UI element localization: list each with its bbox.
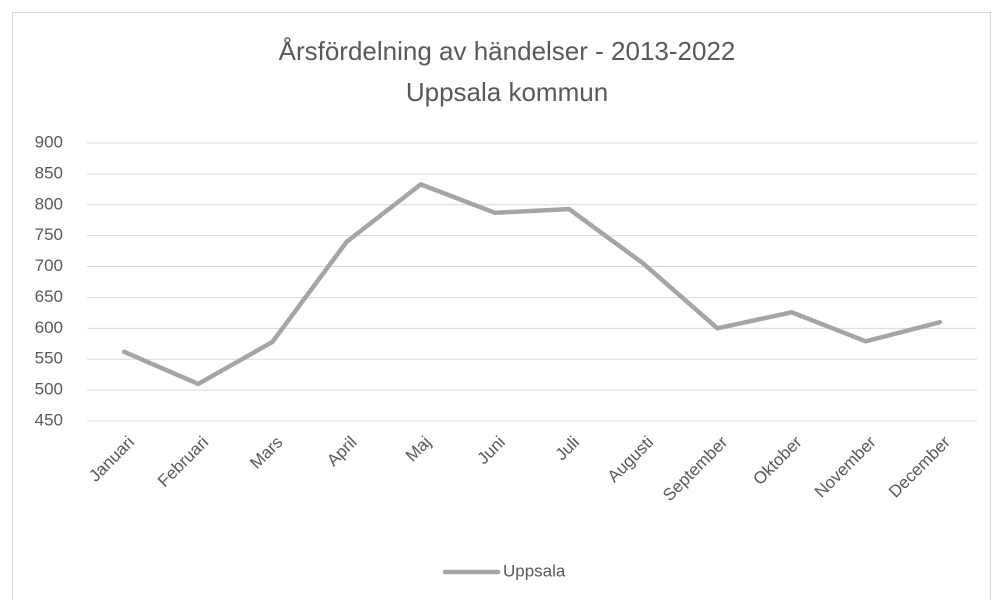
chart-frame xyxy=(12,12,991,600)
y-tick-label: 850 xyxy=(35,163,63,182)
y-tick-label: 900 xyxy=(35,132,63,151)
y-tick-label: 500 xyxy=(35,380,63,399)
chart-subtitle: Uppsala kommun xyxy=(406,77,608,107)
y-tick-label: 600 xyxy=(35,318,63,337)
y-tick-label: 800 xyxy=(35,194,63,213)
y-tick-label: 550 xyxy=(35,349,63,368)
y-tick-label: 750 xyxy=(35,225,63,244)
data-line xyxy=(121,182,943,387)
y-tick-label: 450 xyxy=(35,410,63,429)
legend-label: Uppsala xyxy=(503,561,566,580)
y-tick-label: 650 xyxy=(35,287,63,306)
chart-title: Årsfördelning av händelser - 2013-2022 xyxy=(279,36,736,66)
y-tick-label: 700 xyxy=(35,256,63,275)
